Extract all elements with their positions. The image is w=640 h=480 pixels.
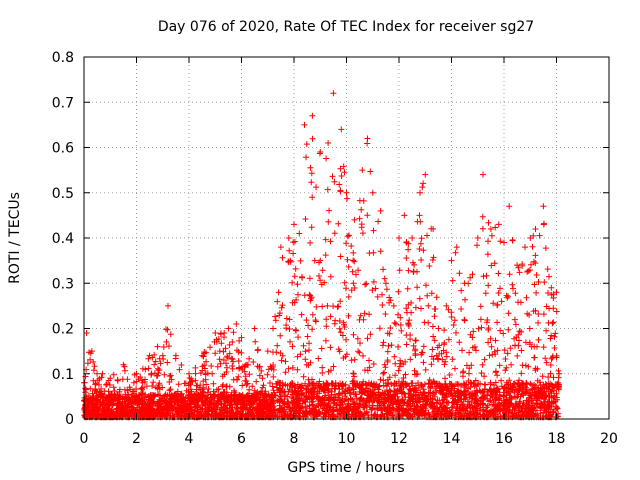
- y-tick-label: 0.4: [52, 231, 74, 247]
- x-tick-label: 10: [338, 431, 356, 447]
- y-tick-labels: 0 0.1 0.2 0.3 0.4 0.5 0.6 0.7 0.8: [52, 50, 74, 428]
- axis-ticks: [83, 56, 610, 420]
- x-tick-label: 20: [600, 431, 618, 447]
- x-tick-label: 14: [443, 431, 461, 447]
- x-tick-label: 8: [290, 431, 299, 447]
- data-points: [81, 90, 563, 421]
- chart-title: Day 076 of 2020, Rate Of TEC Index for r…: [158, 19, 534, 35]
- x-axis-label: GPS time / hours: [287, 460, 404, 476]
- y-tick-label: 0: [65, 412, 74, 428]
- y-tick-label: 0.8: [52, 50, 74, 66]
- y-tick-label: 0.5: [52, 186, 74, 202]
- x-tick-label: 12: [390, 431, 408, 447]
- y-tick-label: 0.3: [52, 276, 74, 292]
- x-tick-label: 2: [132, 431, 141, 447]
- x-tick-label: 4: [185, 431, 194, 447]
- x-tick-label: 0: [80, 431, 89, 447]
- roti-points: [81, 90, 563, 421]
- x-tick-labels: 0 2 4 6 8 10 12 14 16 18 20: [80, 431, 618, 447]
- y-axis-label: ROTI / TECUs: [7, 192, 23, 284]
- y-tick-label: 0.6: [52, 141, 74, 157]
- x-tick-label: 18: [548, 431, 566, 447]
- y-tick-label: 0.2: [52, 322, 74, 338]
- y-tick-label: 0.7: [52, 95, 74, 111]
- grid-lines: [84, 57, 609, 419]
- y-tick-label: 0.1: [52, 367, 74, 383]
- x-tick-label: 16: [495, 431, 513, 447]
- x-tick-label: 6: [237, 431, 246, 447]
